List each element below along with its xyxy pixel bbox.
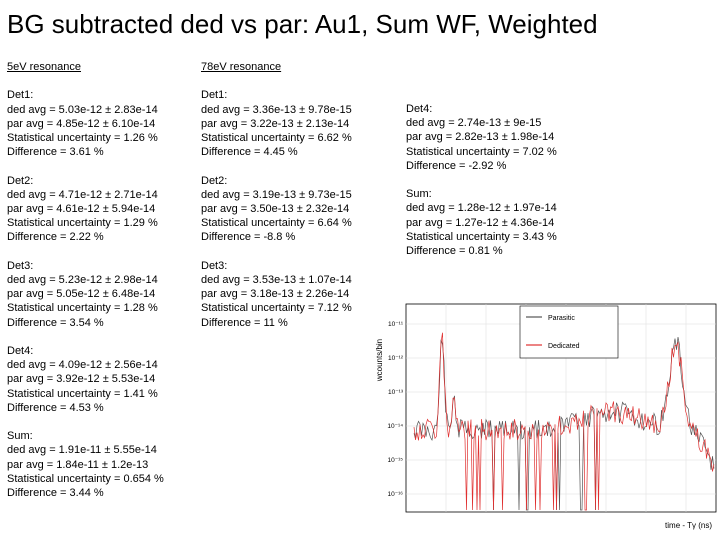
stat-uncertainty: Statistical uncertainty = 7.12 %: [201, 302, 352, 315]
stat-uncertainty: Statistical uncertainty = 7.02 %: [406, 145, 557, 158]
legend-label-dedicated: Dedicated: [548, 343, 580, 350]
y-tick-label: 10⁻¹⁵: [387, 457, 403, 464]
difference: Difference = -2.92 %: [406, 159, 507, 172]
difference: Difference = 2.22 %: [7, 231, 104, 244]
block-label: Det1:: [201, 89, 228, 102]
par-avg: par avg = 2.82e-13 ± 1.98e-14: [406, 131, 555, 144]
block-det2: Det2: ded avg = 4.71e-12 ± 2.71e-14 par …: [7, 174, 164, 245]
legend-label-parasitic: Parasitic: [548, 315, 575, 322]
ded-avg: ded avg = 4.71e-12 ± 2.71e-14: [7, 188, 158, 201]
legend: Parasitic Dedicated: [519, 305, 619, 359]
block-label: Sum:: [7, 430, 33, 443]
stat-uncertainty: Statistical uncertainty = 6.64 %: [201, 217, 352, 230]
ded-avg: ded avg = 1.28e-12 ± 1.97e-14: [406, 202, 557, 215]
par-avg: par avg = 1.27e-12 ± 4.36e-14: [406, 216, 555, 229]
difference: Difference = 4.45 %: [201, 146, 298, 159]
y-axis-label: wcounts/bin: [375, 339, 384, 382]
column-header: 5eV resonance: [7, 61, 81, 73]
par-avg: par avg = 3.50e-13 ± 2.32e-14: [201, 203, 350, 215]
spectrum-plot: 10⁻¹¹ 10⁻¹² 10⁻¹³ 10⁻¹⁴ 10⁻¹⁵ 10⁻¹⁶ wcounts/b…: [372, 300, 720, 536]
block-det2: Det2: ded avg = 3.19e-13 ± 9.73e-15 par …: [201, 174, 352, 245]
stat-uncertainty: Statistical uncertainty = 1.41 %: [7, 387, 158, 400]
ded-avg: ded avg = 3.53e-13 ± 1.07e-14: [201, 274, 352, 286]
block-label: Sum:: [406, 188, 432, 201]
difference: Difference = 3.44 %: [7, 487, 104, 500]
block-det3: Det3: ded avg = 3.53e-13 ± 1.07e-14 par …: [201, 259, 352, 330]
ded-avg: ded avg = 3.19e-13 ± 9.73e-15: [201, 188, 352, 201]
block-det1: Det1: ded avg = 5.03e-12 ± 2.83e-14 par …: [7, 88, 164, 159]
column-5ev: 5eV resonance Det1: ded avg = 5.03e-12 ±…: [7, 60, 164, 500]
column-78ev-continued: Det4: ded avg = 2.74e-13 ± 9e-15 par avg…: [406, 102, 557, 258]
ded-avg: ded avg = 1.91e-11 ± 5.55e-14: [7, 444, 157, 457]
traces: [413, 332, 715, 511]
difference: Difference = 4.53 %: [7, 401, 104, 414]
ded-avg: ded avg = 3.36e-13 ± 9.78e-15: [201, 103, 352, 116]
difference: Difference = -8.8 %: [201, 231, 296, 244]
par-avg: par avg = 3.92e-12 ± 5.53e-14: [7, 373, 156, 386]
difference: Difference = 0.81 %: [406, 245, 503, 258]
block-label: Det4:: [406, 103, 433, 115]
block-label: Det4:: [7, 345, 34, 357]
par-avg: par avg = 3.18e-13 ± 2.26e-14: [201, 288, 350, 301]
difference: Difference = 3.54 %: [7, 316, 104, 329]
par-avg: par avg = 4.61e-12 ± 5.94e-14: [7, 203, 156, 215]
block-label: Det2:: [7, 174, 34, 187]
y-tick-label: 10⁻¹³: [388, 389, 404, 396]
ded-avg: ded avg = 5.03e-12 ± 2.83e-14: [7, 103, 158, 116]
y-tick-label: 10⁻¹¹: [388, 321, 404, 328]
par-avg: par avg = 5.05e-12 ± 6.48e-14: [7, 288, 156, 301]
par-avg: par avg = 1.84e-11 ± 1.2e-13: [7, 458, 149, 471]
difference: Difference = 3.61 %: [7, 146, 104, 159]
ded-avg: ded avg = 4.09e-12 ± 2.56e-14: [7, 359, 158, 372]
block-label: Det3:: [7, 259, 34, 272]
stat-uncertainty: Statistical uncertainty = 1.28 %: [7, 302, 158, 315]
par-avg: par avg = 3.22e-13 ± 2.13e-14: [201, 117, 350, 130]
block-det3: Det3: ded avg = 5.23e-12 ± 2.98e-14 par …: [7, 259, 164, 330]
stat-uncertainty: Statistical uncertainty = 0.654 %: [7, 472, 164, 485]
difference: Difference = 11 %: [201, 316, 288, 329]
block-sum: Sum: ded avg = 1.28e-12 ± 1.97e-14 par a…: [406, 187, 557, 258]
slide-title: BG subtracted ded vs par: Au1, Sum WF, W…: [7, 9, 598, 39]
block-label: Det3:: [201, 259, 228, 272]
block-det4: Det4: ded avg = 2.74e-13 ± 9e-15 par avg…: [406, 102, 557, 173]
stat-uncertainty: Statistical uncertainty = 1.29 %: [7, 217, 158, 230]
y-tick-labels: 10⁻¹¹ 10⁻¹² 10⁻¹³ 10⁻¹⁴ 10⁻¹⁵ 10⁻¹⁶: [387, 321, 403, 498]
y-tick-label: 10⁻¹⁶: [387, 491, 403, 498]
block-det4: Det4: ded avg = 4.09e-12 ± 2.56e-14 par …: [7, 344, 164, 415]
par-avg: par avg = 4.85e-12 ± 6.10e-14: [7, 117, 156, 130]
block-det1: Det1: ded avg = 3.36e-13 ± 9.78e-15 par …: [201, 88, 352, 159]
column-78ev: 78eV resonance Det1: ded avg = 3.36e-13 …: [201, 60, 352, 330]
ded-avg: ded avg = 5.23e-12 ± 2.98e-14: [7, 274, 158, 286]
y-tick-label: 10⁻¹⁴: [387, 423, 403, 430]
block-label: Det1:: [7, 89, 34, 102]
x-axis-label: time - Tγ (ns): [665, 521, 712, 530]
y-tick-label: 10⁻¹²: [388, 355, 404, 362]
stat-uncertainty: Statistical uncertainty = 3.43 %: [406, 230, 557, 243]
column-header: 78eV resonance: [201, 61, 282, 73]
stat-uncertainty: Statistical uncertainty = 1.26 %: [7, 132, 158, 144]
block-label: Det2:: [201, 174, 228, 187]
block-sum: Sum: ded avg = 1.91e-11 ± 5.55e-14 par a…: [7, 429, 164, 500]
stat-uncertainty: Statistical uncertainty = 6.62 %: [201, 132, 352, 144]
ded-avg: ded avg = 2.74e-13 ± 9e-15: [406, 117, 542, 130]
